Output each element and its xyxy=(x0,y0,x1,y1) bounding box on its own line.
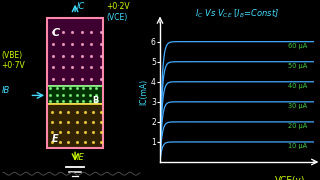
Text: (VBE): (VBE) xyxy=(2,51,23,60)
Text: 20 μA: 20 μA xyxy=(288,123,308,129)
Bar xyxy=(47,86,103,104)
Bar xyxy=(47,18,103,86)
Text: +0·2V: +0·2V xyxy=(106,2,130,11)
Bar xyxy=(47,104,103,148)
Text: IB: IB xyxy=(2,86,10,95)
Text: E: E xyxy=(52,134,58,144)
Text: C: C xyxy=(52,28,60,38)
Bar xyxy=(47,18,103,148)
Text: B: B xyxy=(93,96,99,105)
Text: 60 μA: 60 μA xyxy=(288,43,308,49)
Text: IC: IC xyxy=(76,2,85,11)
Text: 40 μA: 40 μA xyxy=(288,83,308,89)
Text: (VCE): (VCE) xyxy=(106,13,127,22)
Y-axis label: IC(mA): IC(mA) xyxy=(139,79,148,105)
Text: IE: IE xyxy=(76,153,84,162)
Text: 30 μA: 30 μA xyxy=(288,103,308,109)
Text: 10 μA: 10 μA xyxy=(288,143,308,149)
Text: +0·7V: +0·7V xyxy=(2,61,25,70)
Title: $I_C$ Vs $V_{CE}$ $[I_B$=Const]: $I_C$ Vs $V_{CE}$ $[I_B$=Const] xyxy=(195,7,279,20)
Text: VCE(v): VCE(v) xyxy=(276,176,306,180)
Text: 50 μA: 50 μA xyxy=(288,63,308,69)
